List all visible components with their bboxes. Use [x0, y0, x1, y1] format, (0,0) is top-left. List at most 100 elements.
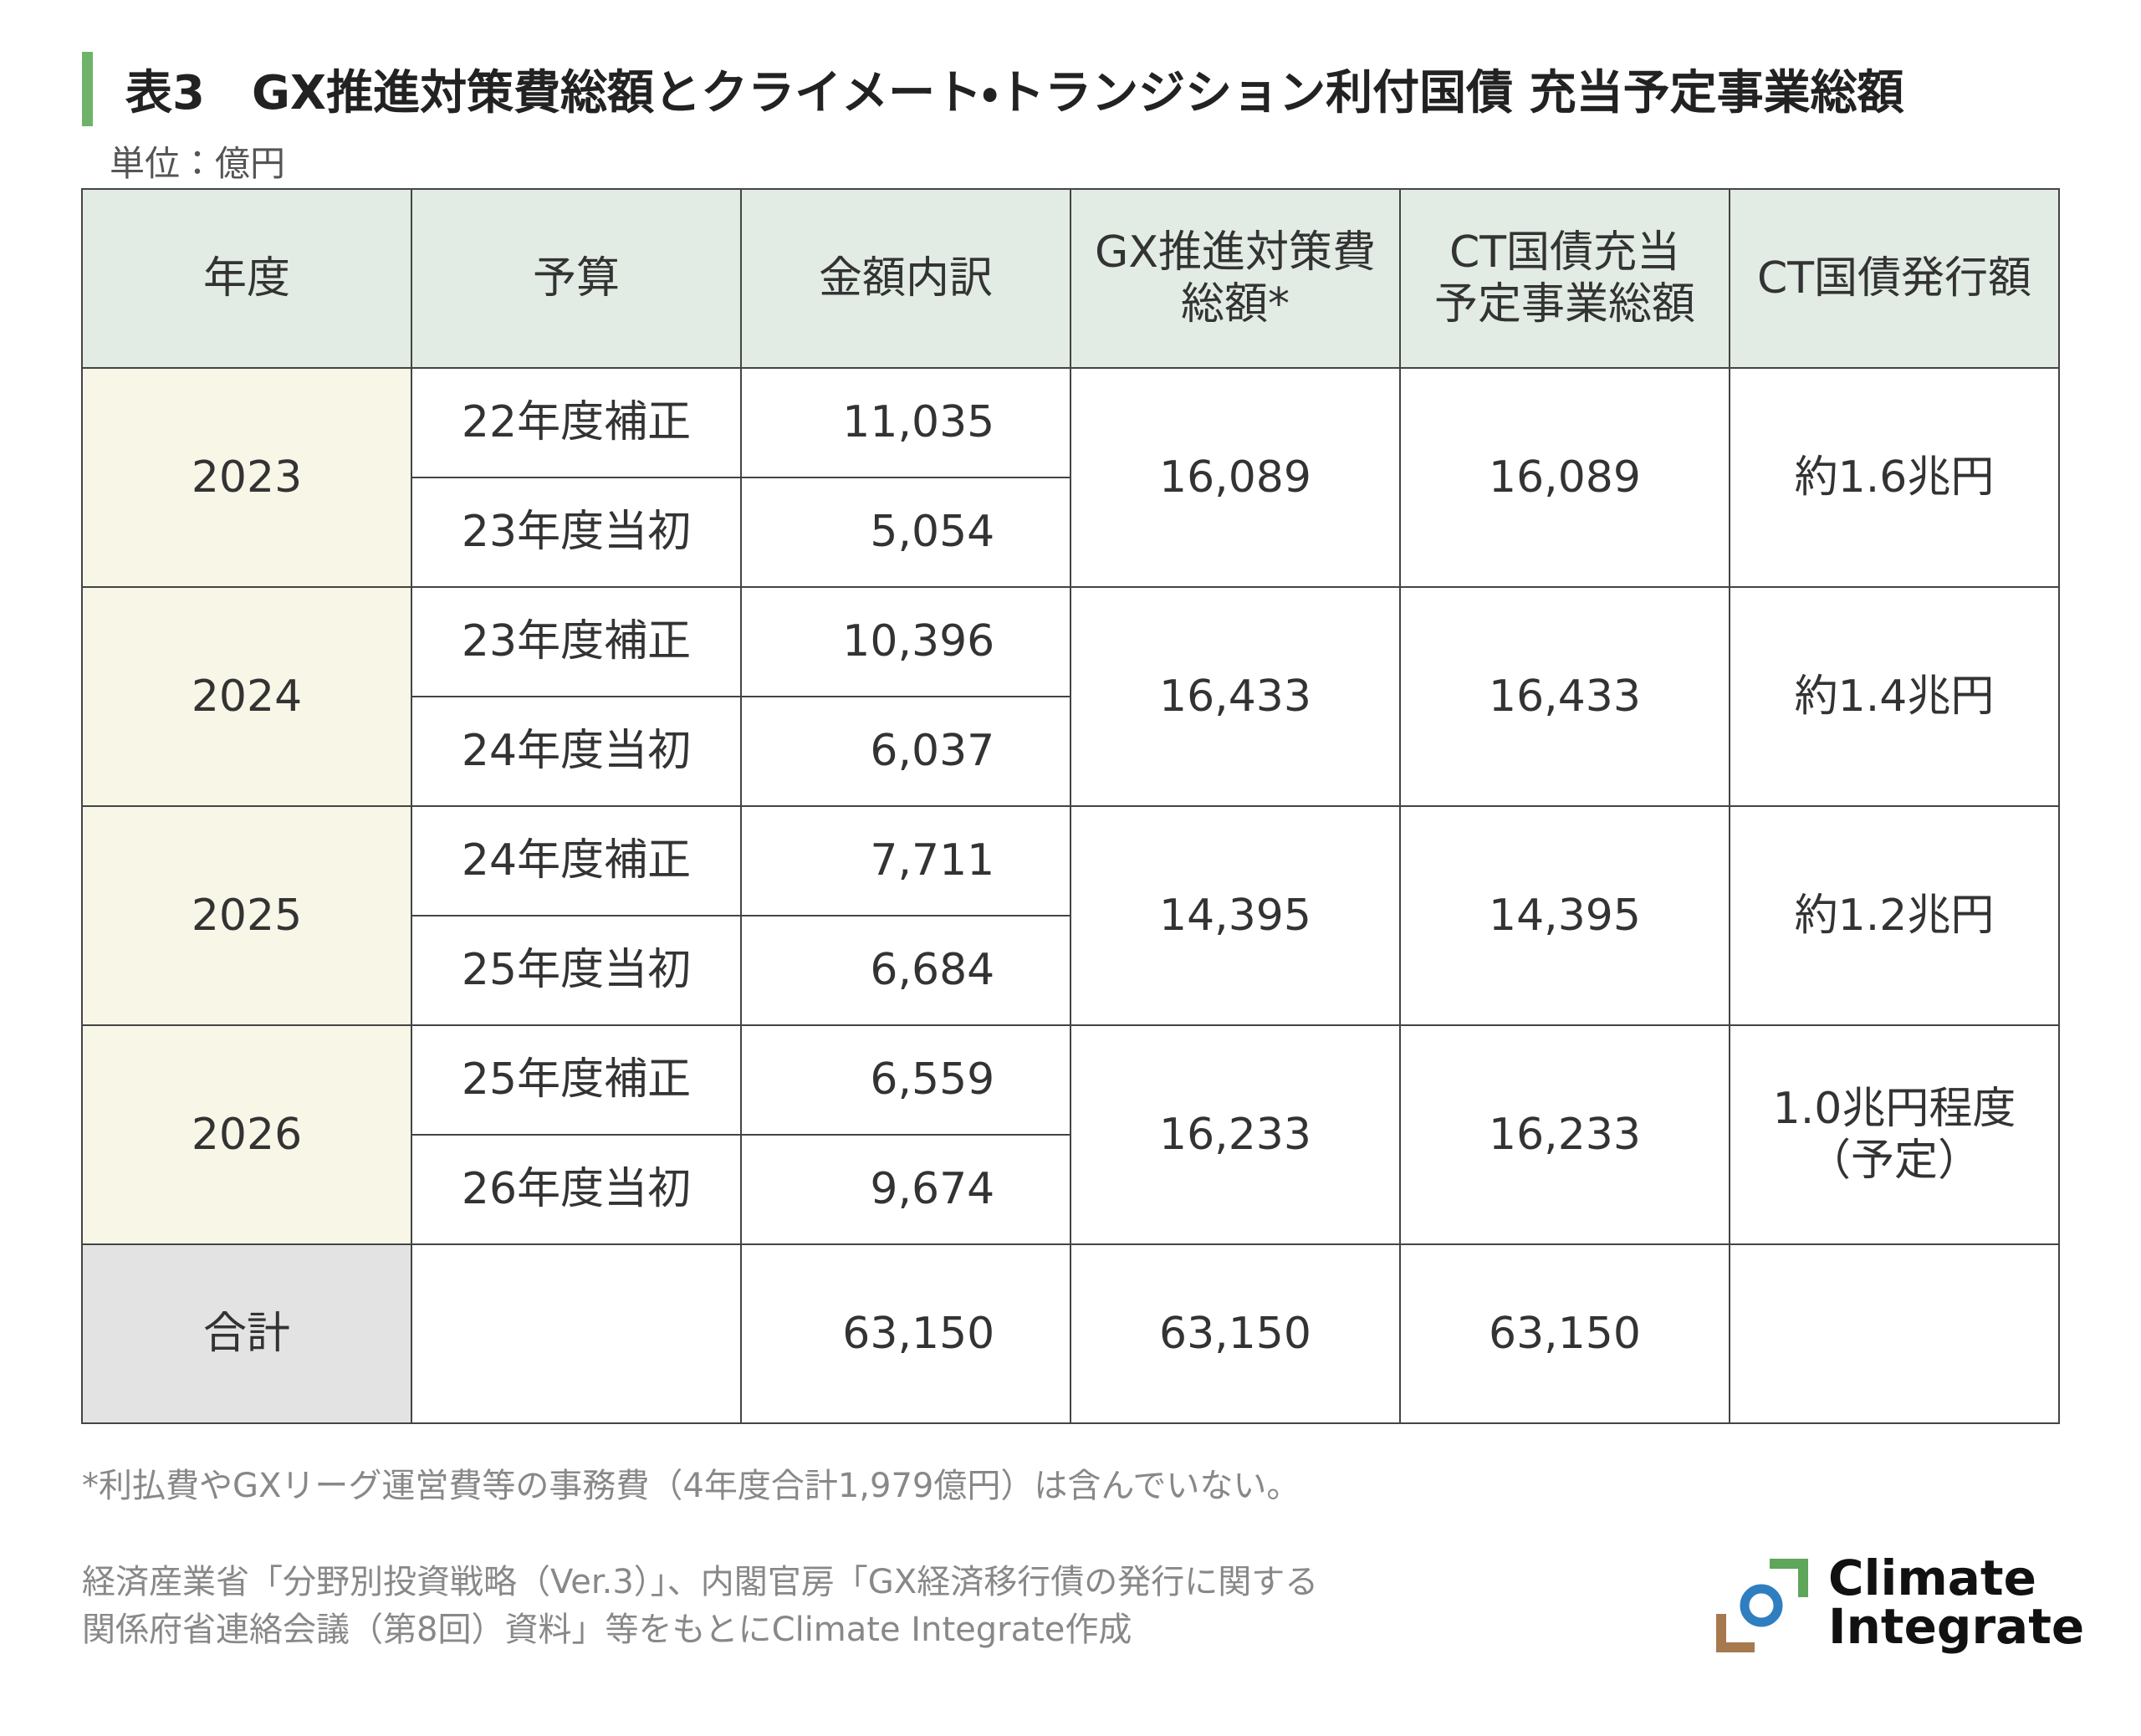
- header-cell: 予算: [410, 187, 743, 370]
- cell-text: 63,150: [1489, 1308, 1641, 1359]
- empty-cell: [410, 1243, 743, 1425]
- amount-cell: 10,396: [739, 585, 1072, 698]
- header-cell: CT国債充当 予定事業総額: [1398, 187, 1731, 370]
- gx-total-cell: 16,089: [1069, 366, 1402, 589]
- cell-text: CT国債充当: [1449, 227, 1681, 278]
- amount-cell: 7,711: [739, 804, 1072, 917]
- cell-text: 16,433: [1489, 671, 1641, 722]
- cell-text: 26年度当初: [461, 1164, 692, 1215]
- cell-text: 24年度当初: [461, 726, 692, 777]
- cell-text: 合計: [202, 1308, 290, 1359]
- cell-text: 23年度補正: [461, 616, 692, 667]
- budget-cell: 22年度補正: [410, 366, 743, 479]
- amount-cell: 6,037: [739, 695, 1072, 808]
- cell-text: 予算: [532, 253, 620, 304]
- ct-total-cell: 14,395: [1398, 804, 1731, 1027]
- source-line: 経済産業省「分野別投資戦略（Ver.3）」、内閣官房「GX経済移行債の発行に関す…: [82, 1563, 1319, 1601]
- cell-text: 16,433: [1159, 671, 1311, 722]
- cell-text: 14,395: [1159, 890, 1311, 941]
- cell-text: 約1.6兆円: [1794, 452, 1995, 503]
- cell-text: 6,559: [870, 1054, 995, 1105]
- logo-circle: [1740, 1584, 1783, 1627]
- cell-text: 2025: [191, 890, 303, 941]
- cell-text: 6,684: [870, 945, 995, 996]
- footnote: *利払費やGXリーグ運営費等の事務費（4年度合計1,979億円）は含んでいない。: [82, 1467, 1300, 1505]
- cell-text: 16,233: [1489, 1109, 1641, 1160]
- ct-issue-cell: 約1.6兆円: [1728, 366, 2061, 589]
- gx-total-cell: 14,395: [1069, 804, 1402, 1027]
- budget-cell: 24年度補正: [410, 804, 743, 917]
- title: 表3 GX推進対策費総額とクライメート・トランジション利付国債 充当予定事業総額: [125, 66, 1904, 120]
- total-label-cell: 合計: [80, 1243, 413, 1425]
- budget-cell: 26年度当初: [410, 1133, 743, 1246]
- cell-text: 1.0兆円程度: [1772, 1083, 2016, 1134]
- ct-issue-cell: 1.0兆円程度 （予定）: [1728, 1024, 2061, 1246]
- year-cell: 2023: [80, 366, 413, 589]
- logo-word: Integrate: [1828, 1598, 2085, 1655]
- header-cell: CT国債発行額: [1728, 187, 2061, 370]
- cell-text: 16,089: [1489, 452, 1641, 503]
- header-cell: 金額内訳: [739, 187, 1072, 370]
- budget-cell: 25年度当初: [410, 914, 743, 1027]
- amount-cell: 11,035: [739, 366, 1072, 479]
- cell-text: 25年度補正: [461, 1054, 692, 1105]
- cell-text: 63,150: [1159, 1308, 1311, 1359]
- year-cell: 2026: [80, 1024, 413, 1246]
- budget-cell: 25年度補正: [410, 1024, 743, 1136]
- cell-text: 22年度補正: [461, 397, 692, 448]
- unit: 単位：億円: [110, 143, 286, 184]
- cell-text: 約1.4兆円: [1794, 671, 1995, 722]
- cell-text: 24年度補正: [461, 835, 692, 886]
- gx-total-cell: 16,233: [1069, 1024, 1402, 1246]
- amount-cell: 9,674: [739, 1133, 1072, 1246]
- total-amount-cell: 63,150: [739, 1243, 1072, 1425]
- cell-text: 10,396: [842, 616, 995, 667]
- cell-text: 63,150: [842, 1308, 995, 1359]
- ct-total-cell: 16,089: [1398, 366, 1731, 589]
- cell-text: 総額*: [1180, 279, 1290, 329]
- ct-total-cell: 16,433: [1398, 585, 1731, 808]
- cell-text: （予定）: [1806, 1136, 1981, 1186]
- cell-text: 23年度当初: [461, 507, 692, 558]
- amount-cell: 6,684: [739, 914, 1072, 1027]
- logo-text: Climate Integrate: [1828, 1554, 2084, 1651]
- logo-icon: [1716, 1559, 1808, 1652]
- cell-text: 14,395: [1489, 890, 1641, 941]
- cell-text: 6,037: [870, 726, 995, 777]
- cell-text: 2024: [191, 671, 303, 722]
- ct-issue-cell: 約1.4兆円: [1728, 585, 2061, 808]
- logo-word: Climate: [1828, 1550, 2036, 1606]
- source-line: 関係府省連絡会議（第8回）資料」等をもとにClimate Integrate作成: [82, 1611, 1132, 1649]
- cell-text: 5,054: [870, 507, 995, 558]
- budget-cell: 23年度当初: [410, 476, 743, 589]
- cell-text: 予定事業総額: [1433, 279, 1695, 329]
- ct-total-cell: 16,233: [1398, 1024, 1731, 1246]
- cell-text: GX推進対策費: [1095, 227, 1376, 278]
- cell-text: 9,674: [870, 1164, 995, 1215]
- cell-text: 金額内訳: [818, 253, 993, 304]
- ct-issue-cell: 約1.2兆円: [1728, 804, 2061, 1027]
- year-cell: 2024: [80, 585, 413, 808]
- total-ct-cell: 63,150: [1398, 1243, 1731, 1425]
- empty-cell: [1728, 1243, 2061, 1425]
- header-cell: 年度: [80, 187, 413, 370]
- title-accent: [82, 52, 93, 126]
- cell-text: 16,089: [1159, 452, 1311, 503]
- year-cell: 2025: [80, 804, 413, 1027]
- cell-text: 2023: [191, 452, 303, 503]
- header-cell: GX推進対策費 総額*: [1069, 187, 1402, 370]
- budget-cell: 23年度補正: [410, 585, 743, 698]
- cell-text: 約1.2兆円: [1794, 890, 1995, 941]
- amount-cell: 5,054: [739, 476, 1072, 589]
- logo-bracket-brown: [1716, 1614, 1755, 1652]
- cell-text: 16,233: [1159, 1109, 1311, 1160]
- total-gx-cell: 63,150: [1069, 1243, 1402, 1425]
- cell-text: 年度: [202, 253, 290, 304]
- cell-text: 7,711: [870, 835, 995, 886]
- budget-cell: 24年度当初: [410, 695, 743, 808]
- gx-total-cell: 16,433: [1069, 585, 1402, 808]
- logo-bracket-green: [1770, 1559, 1808, 1597]
- cell-text: 25年度当初: [461, 945, 692, 996]
